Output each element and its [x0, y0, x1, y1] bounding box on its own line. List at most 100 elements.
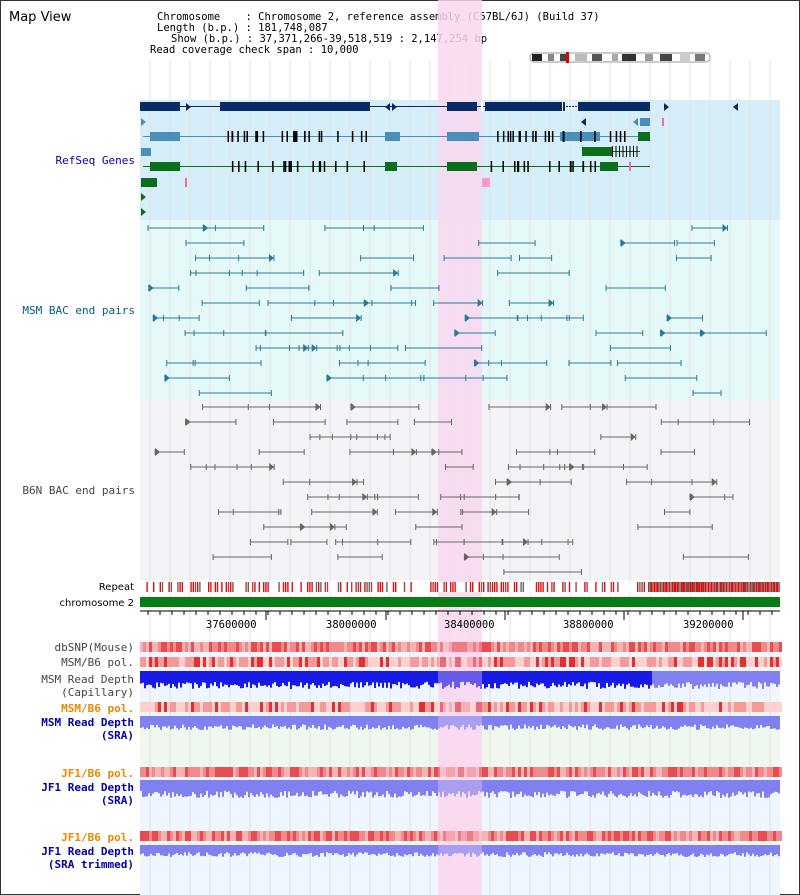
pol-cell	[761, 702, 764, 712]
ideogram-band	[660, 54, 672, 61]
depth-bar	[176, 671, 178, 689]
pol-cell	[254, 642, 257, 652]
pol-cell	[650, 642, 653, 652]
depth-bar	[538, 671, 540, 686]
depth-bar	[324, 845, 326, 857]
repeat-element	[199, 582, 201, 592]
depth-bar	[364, 716, 366, 729]
pol-cell	[452, 642, 455, 652]
depth-bar	[556, 845, 558, 854]
pol-cell	[659, 767, 662, 777]
exon-tick	[272, 161, 274, 172]
depth-bar	[572, 716, 574, 728]
depth-bar	[760, 845, 762, 856]
pol-cell	[374, 767, 377, 777]
depth-bar	[228, 716, 230, 730]
pol-cell	[629, 657, 632, 667]
depth-bar	[356, 845, 358, 855]
pol-cell	[656, 657, 659, 667]
depth-bar	[632, 671, 634, 687]
repeat-element	[693, 582, 695, 592]
depth-bar	[648, 780, 650, 791]
depth-bar	[618, 716, 620, 730]
depth-bar	[196, 716, 198, 728]
pol-cell	[272, 642, 275, 652]
depth-bar	[446, 716, 448, 726]
depth-bar	[600, 845, 602, 854]
repeat-element	[221, 582, 223, 592]
depth-bar	[622, 671, 624, 684]
pol-cell	[368, 642, 371, 652]
depth-bar	[398, 845, 400, 856]
depth-bar	[582, 671, 584, 687]
exon-tick	[497, 131, 499, 142]
depth-bar	[212, 780, 214, 796]
pol-cell	[482, 767, 485, 777]
depth-bar	[618, 780, 620, 795]
repeat-element	[687, 582, 689, 592]
depth-bar	[168, 780, 170, 793]
pol-cell	[185, 767, 188, 777]
pol-cell	[200, 657, 203, 667]
pol-cell	[413, 702, 416, 712]
pol-cell	[746, 657, 749, 667]
pol-cell	[476, 642, 479, 652]
depth-bar	[162, 845, 164, 856]
pol-cell	[344, 642, 347, 652]
depth-bar	[660, 671, 662, 688]
depth-bar	[746, 716, 748, 729]
pol-cell	[566, 642, 569, 652]
depth-bar	[758, 780, 760, 794]
depth-bar	[516, 671, 518, 683]
pol-cell	[647, 767, 650, 777]
depth-bar	[366, 716, 368, 725]
pol-cell	[167, 702, 170, 712]
depth-bar	[260, 716, 262, 730]
depth-bar	[496, 845, 498, 855]
pol-cell	[503, 702, 506, 712]
pol-cell	[266, 642, 269, 652]
pol-cell	[680, 657, 683, 667]
depth-bar	[262, 845, 264, 855]
repeat-element	[300, 582, 302, 592]
depth-bar	[638, 845, 640, 854]
depth-bar	[762, 671, 764, 689]
repeat-element	[683, 582, 685, 592]
pol-cell	[302, 767, 305, 777]
depth-bar	[414, 716, 416, 726]
pol-cell	[494, 642, 497, 652]
pol-cell	[725, 642, 728, 652]
repeat-element	[340, 582, 342, 592]
pol-cell	[704, 767, 707, 777]
depth-bar	[516, 845, 518, 853]
depth-bar	[376, 780, 378, 793]
depth-bar	[526, 780, 528, 796]
pol-cell	[182, 831, 185, 841]
depth-bar	[512, 716, 514, 729]
pol-cell	[296, 767, 299, 777]
pol-cell	[290, 642, 293, 652]
pol-cell	[296, 642, 299, 652]
repeat-element	[355, 582, 357, 592]
pol-cell	[188, 702, 191, 712]
depth-bar	[346, 780, 348, 797]
pol-cell	[161, 831, 164, 841]
depth-bar	[668, 716, 670, 729]
depth-bar	[250, 671, 252, 688]
repeat-element	[601, 582, 604, 592]
pol-cell	[143, 831, 146, 841]
pol-cell	[335, 831, 338, 841]
exon-tick	[320, 131, 323, 142]
depth-bar	[496, 671, 498, 689]
pol-cell	[425, 702, 428, 712]
depth-bar	[388, 845, 390, 855]
pol-cell	[494, 767, 497, 777]
pol-cell	[188, 642, 191, 652]
depth-bar	[352, 780, 354, 792]
pol-cell	[416, 642, 419, 652]
depth-bar	[388, 671, 390, 683]
depth-bar	[350, 716, 352, 727]
depth-bar	[370, 845, 372, 855]
pol-cell	[290, 831, 293, 841]
